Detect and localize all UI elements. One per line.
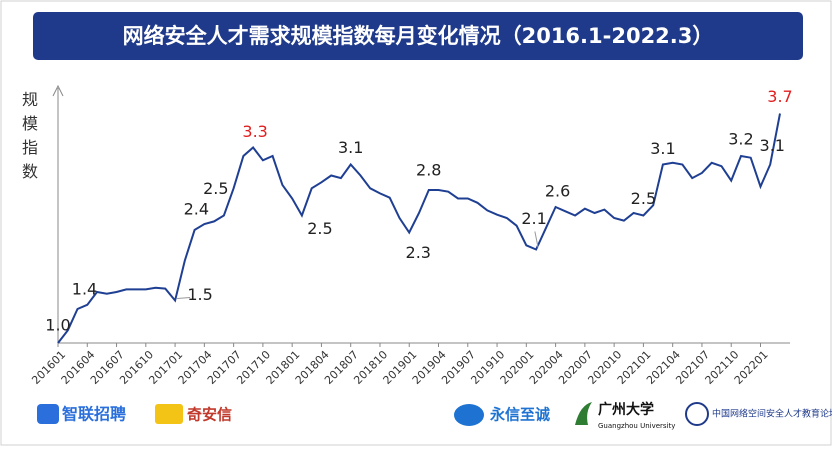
data-label: 2.6	[545, 182, 570, 201]
logo-icon	[37, 404, 59, 424]
logo-icon	[685, 402, 709, 426]
y-axis-arrow	[52, 84, 64, 97]
y-axis-label-text: 规模指数	[22, 90, 38, 181]
logo-text: 奇安信	[187, 406, 232, 424]
data-label: 2.5	[203, 179, 228, 198]
data-label: 1.5	[187, 285, 212, 304]
logo-text: 中国网络空间安全人才教育论坛	[712, 408, 832, 420]
logo-icon	[454, 404, 484, 426]
data-label: 3.3	[242, 122, 267, 141]
data-label: 2.5	[631, 189, 656, 208]
chart-title: 网络安全人才需求规模指数每月变化情况（2016.1-2022.3）	[123, 24, 714, 48]
title-banner	[33, 12, 803, 60]
logo-icon	[575, 402, 592, 425]
logo-row: 智联招聘 奇安信 永信至诚 广州大学 Guangzhou University …	[37, 401, 832, 430]
data-label: 1.4	[72, 280, 97, 299]
data-label: 2.4	[184, 200, 209, 219]
logo-text: Guangzhou University	[598, 422, 675, 430]
data-label: 3.1	[338, 138, 363, 157]
data-label: 3.7	[767, 87, 792, 106]
data-label: 3.1	[650, 139, 675, 158]
label-leader	[177, 297, 191, 299]
data-label: 2.1	[521, 209, 546, 228]
data-label: 3.1	[760, 136, 785, 155]
label-leader	[534, 231, 539, 248]
logo-text: 智联招聘	[62, 405, 126, 424]
data-label: 1.0	[45, 316, 70, 335]
data-label: 3.2	[728, 130, 753, 149]
y-axis-label: 规模指数	[22, 90, 38, 181]
data-label: 2.5	[307, 219, 332, 238]
logo-icon	[155, 404, 183, 424]
logo-text: 永信至诚	[489, 406, 550, 424]
data-label: 2.3	[406, 243, 431, 262]
data-label: 2.8	[416, 161, 441, 180]
data-line	[57, 113, 781, 344]
logo-text: 广州大学	[598, 401, 654, 418]
